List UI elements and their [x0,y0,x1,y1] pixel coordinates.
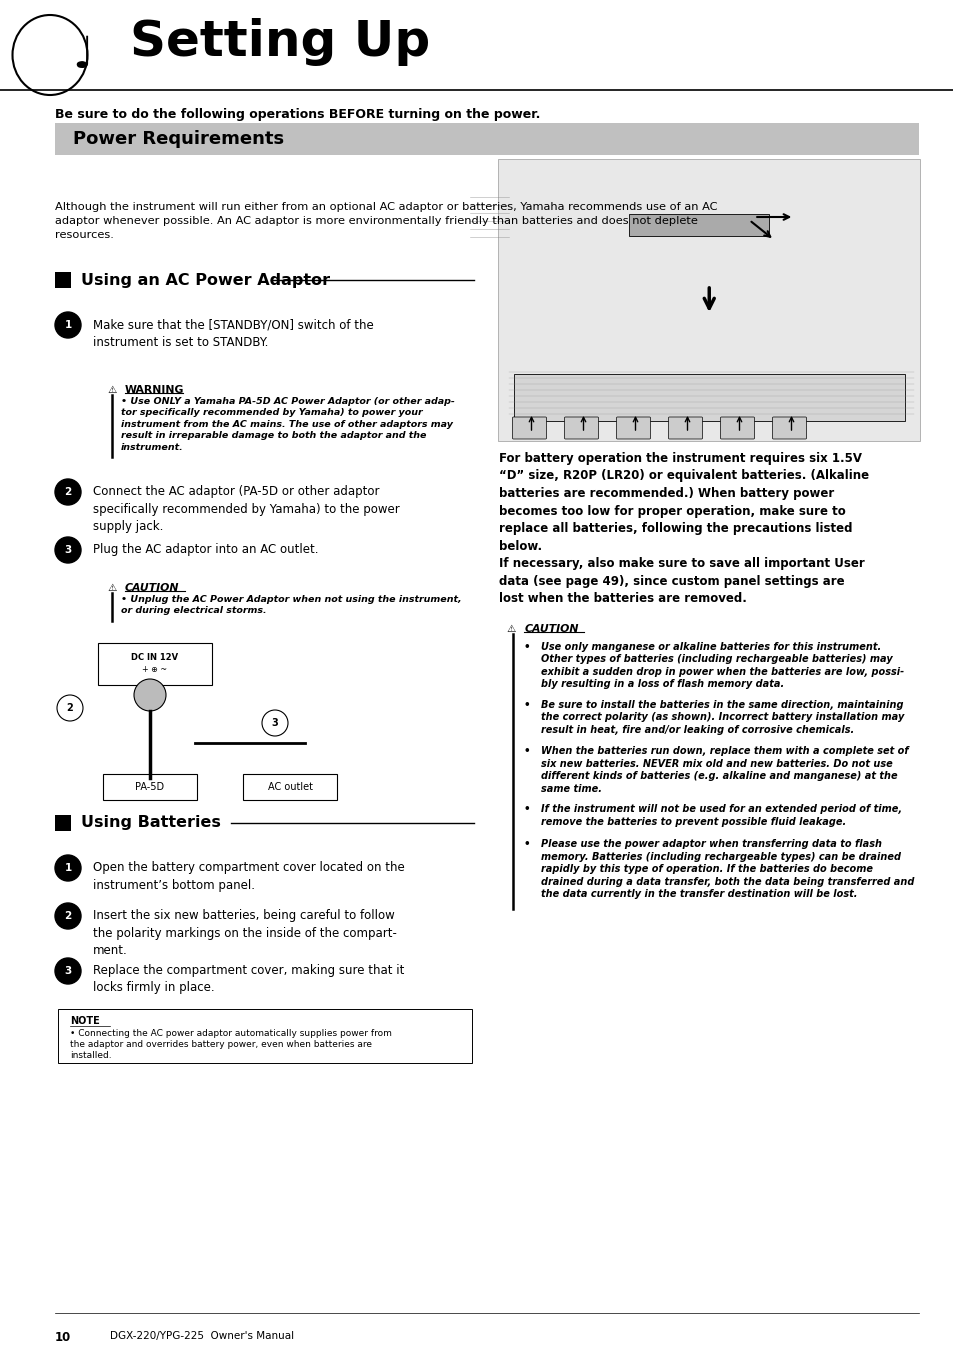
Text: Setting Up: Setting Up [130,18,430,66]
Circle shape [55,902,81,929]
Text: ⚠: ⚠ [506,624,516,634]
Circle shape [55,536,81,563]
Text: 10: 10 [55,1331,71,1344]
Circle shape [55,855,81,881]
FancyBboxPatch shape [243,774,336,800]
Text: •: • [523,804,530,815]
Text: Be sure to install the batteries in the same direction, maintaining
the correct : Be sure to install the batteries in the … [541,700,904,735]
Text: 3: 3 [64,966,71,975]
Text: 2: 2 [64,486,71,497]
Text: 2: 2 [67,703,73,713]
Text: Although the instrument will run either from an optional AC adaptor or batteries: Although the instrument will run either … [55,203,717,240]
Circle shape [57,694,83,721]
Text: Using Batteries: Using Batteries [81,816,221,831]
Text: CAUTION: CAUTION [125,584,179,593]
Text: • Use ONLY a Yamaha PA-5D AC Power Adaptor (or other adap-
tor specifically reco: • Use ONLY a Yamaha PA-5D AC Power Adapt… [121,397,455,451]
Text: 2: 2 [64,911,71,921]
Text: Insert the six new batteries, being careful to follow
the polarity markings on t: Insert the six new batteries, being care… [92,909,396,957]
FancyBboxPatch shape [564,417,598,439]
Bar [55,272,71,288]
Text: AC outlet: AC outlet [267,782,313,792]
Text: Use only manganese or alkaline batteries for this instrument.
Other types of bat: Use only manganese or alkaline batteries… [541,642,903,689]
Text: 3: 3 [272,717,278,728]
Text: ⚠: ⚠ [107,584,116,593]
FancyBboxPatch shape [616,417,650,439]
Text: • Unplug the AC Power Adaptor when not using the instrument,
or during electrica: • Unplug the AC Power Adaptor when not u… [121,594,461,616]
Text: Using an AC Power Adaptor: Using an AC Power Adaptor [81,273,330,288]
Circle shape [55,312,81,338]
FancyBboxPatch shape [513,374,904,422]
Text: If the instrument will not be used for an extended period of time,
remove the ba: If the instrument will not be used for a… [541,804,902,827]
FancyBboxPatch shape [103,774,196,800]
Text: Connect the AC adaptor (PA-5D or other adaptor
specifically recommended by Yamah: Connect the AC adaptor (PA-5D or other a… [92,485,399,534]
Text: Make sure that the [STANDBY/ON] switch of the
instrument is set to STANDBY.: Make sure that the [STANDBY/ON] switch o… [92,317,374,349]
Text: When the batteries run down, replace them with a complete set of
six new batteri: When the batteries run down, replace the… [541,747,908,793]
FancyBboxPatch shape [720,417,754,439]
Text: Be sure to do the following operations BEFORE turning on the power.: Be sure to do the following operations B… [55,108,539,122]
Text: Power Requirements: Power Requirements [73,130,284,149]
FancyBboxPatch shape [512,417,546,439]
Bar [55,815,71,831]
FancyBboxPatch shape [55,123,918,155]
Text: •: • [523,839,530,850]
Text: •: • [523,747,530,757]
Text: 1: 1 [64,863,71,873]
Text: NOTE: NOTE [70,1016,100,1025]
Text: 1: 1 [64,320,71,330]
Text: 3: 3 [64,544,71,555]
Text: Open the battery compartment cover located on the
instrument’s bottom panel.: Open the battery compartment cover locat… [92,861,404,892]
Text: Please use the power adaptor when transferring data to flash
memory. Batteries (: Please use the power adaptor when transf… [541,839,914,900]
Text: PA-5D: PA-5D [135,782,164,792]
Text: For battery operation the instrument requires six 1.5V
“D” size, R20P (LR20) or : For battery operation the instrument req… [499,453,869,605]
FancyBboxPatch shape [498,159,919,440]
FancyBboxPatch shape [668,417,701,439]
Text: DC IN 12V: DC IN 12V [132,653,178,662]
Text: • Connecting the AC power adaptor automatically supplies power from
the adaptor : • Connecting the AC power adaptor automa… [70,1029,392,1061]
Text: CAUTION: CAUTION [524,624,578,634]
FancyBboxPatch shape [98,643,212,685]
Text: Replace the compartment cover, making sure that it
locks firmly in place.: Replace the compartment cover, making su… [92,965,404,994]
Text: •: • [523,700,530,711]
FancyBboxPatch shape [772,417,805,439]
Circle shape [133,680,166,711]
Circle shape [55,958,81,984]
FancyArrow shape [629,213,768,236]
Text: ♩: ♩ [72,34,93,77]
FancyBboxPatch shape [58,1009,471,1063]
Text: + ⊕ ~: + ⊕ ~ [142,665,168,674]
Circle shape [262,711,288,736]
Circle shape [55,480,81,505]
Text: ⚠: ⚠ [107,385,116,394]
Text: WARNING: WARNING [125,385,184,394]
Text: Plug the AC adaptor into an AC outlet.: Plug the AC adaptor into an AC outlet. [92,543,318,557]
Text: •: • [523,642,530,653]
Text: DGX-220/YPG-225  Owner's Manual: DGX-220/YPG-225 Owner's Manual [110,1331,294,1342]
